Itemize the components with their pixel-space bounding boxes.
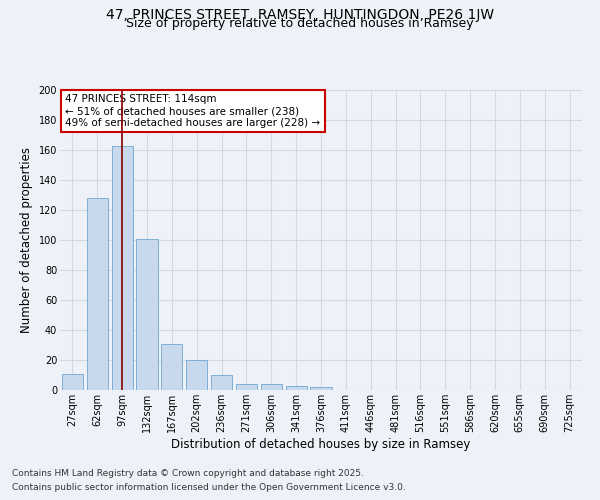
Bar: [186, 360, 207, 390]
Bar: [112, 146, 133, 390]
Text: Contains public sector information licensed under the Open Government Licence v3: Contains public sector information licen…: [12, 484, 406, 492]
Bar: [310, 387, 332, 390]
Bar: [211, 375, 232, 390]
Bar: [261, 384, 282, 390]
Y-axis label: Number of detached properties: Number of detached properties: [20, 147, 33, 333]
Bar: [136, 238, 158, 390]
Text: 47 PRINCES STREET: 114sqm
← 51% of detached houses are smaller (238)
49% of semi: 47 PRINCES STREET: 114sqm ← 51% of detac…: [65, 94, 320, 128]
Text: 47, PRINCES STREET, RAMSEY, HUNTINGDON, PE26 1JW: 47, PRINCES STREET, RAMSEY, HUNTINGDON, …: [106, 8, 494, 22]
Text: Contains HM Land Registry data © Crown copyright and database right 2025.: Contains HM Land Registry data © Crown c…: [12, 468, 364, 477]
Bar: [87, 198, 108, 390]
Text: Size of property relative to detached houses in Ramsey: Size of property relative to detached ho…: [126, 18, 474, 30]
Bar: [62, 374, 83, 390]
Bar: [161, 344, 182, 390]
Bar: [236, 384, 257, 390]
X-axis label: Distribution of detached houses by size in Ramsey: Distribution of detached houses by size …: [172, 438, 470, 451]
Bar: [286, 386, 307, 390]
